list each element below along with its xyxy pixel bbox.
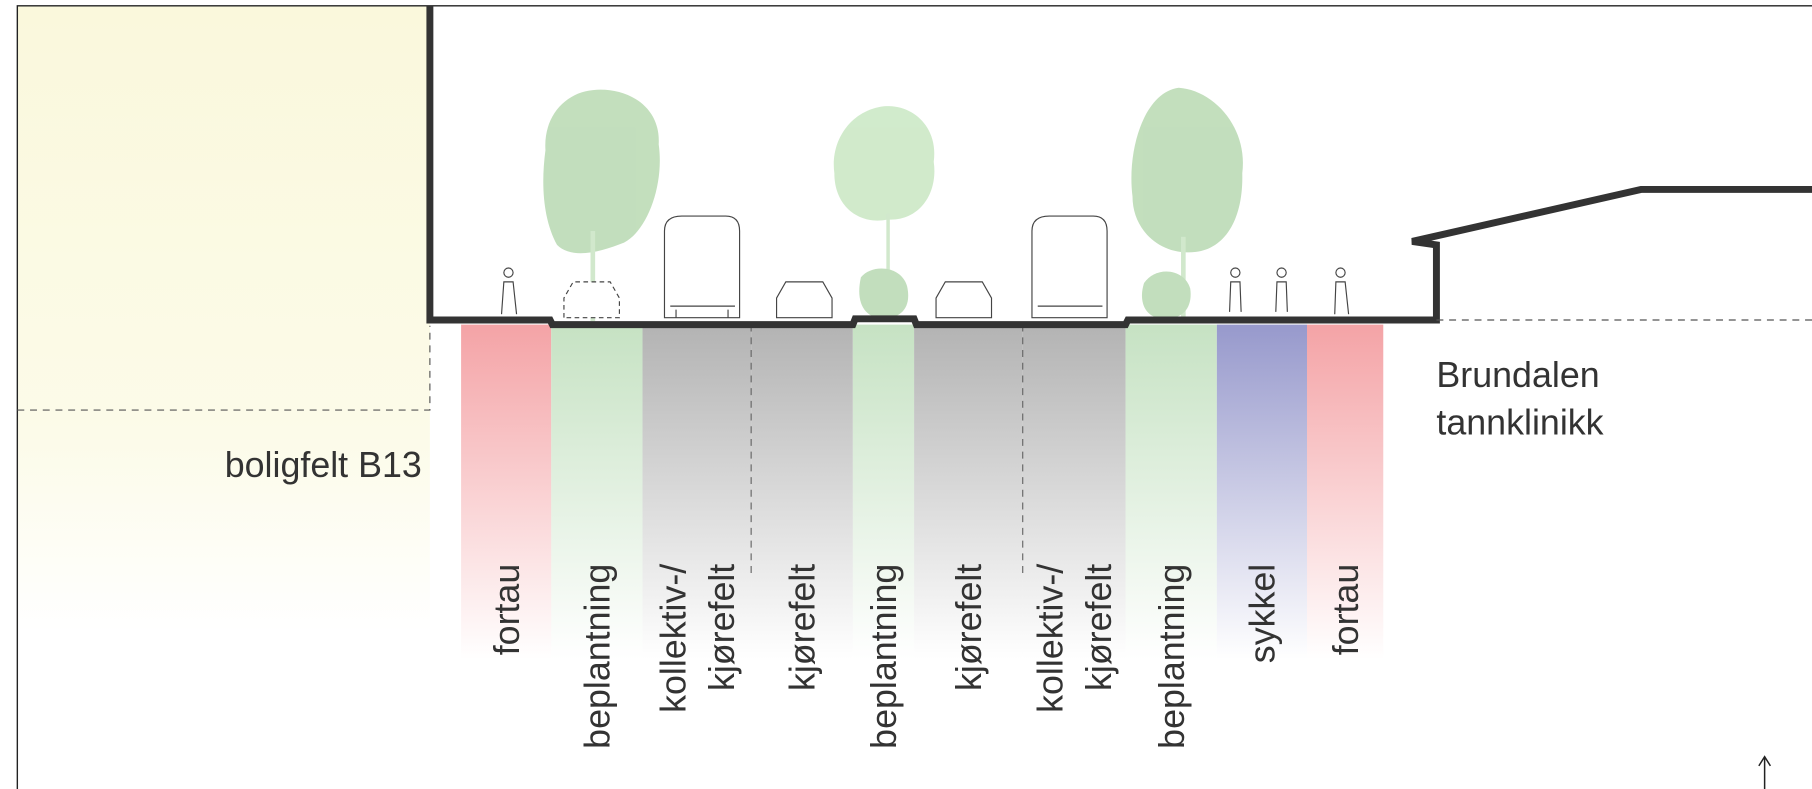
lane-label: kollektiv-/ xyxy=(653,564,693,713)
north-arrow xyxy=(1758,755,1772,789)
lane-label: kollektiv-/ xyxy=(1031,564,1071,713)
lane-label: fortau xyxy=(487,564,527,656)
vehicles xyxy=(563,215,1108,319)
lane xyxy=(461,324,552,660)
lane-label: fortau xyxy=(1326,564,1366,656)
section-outline xyxy=(426,5,1812,329)
lane xyxy=(642,324,752,660)
lane-label: kjørefelt xyxy=(783,564,823,691)
lane xyxy=(1306,324,1384,660)
lane-label: kjørefelt xyxy=(949,564,989,691)
lane-label: beplantning xyxy=(864,564,904,749)
lane xyxy=(751,324,853,660)
lane xyxy=(914,324,1023,660)
lane-label: kjørefelt xyxy=(1079,564,1119,691)
lane xyxy=(852,324,915,660)
trees xyxy=(543,87,1243,322)
lane-label: sykkel xyxy=(1243,564,1283,663)
area-label: Brundalen xyxy=(1436,355,1599,395)
lane xyxy=(1125,324,1217,660)
lane xyxy=(1022,324,1126,660)
lane xyxy=(551,324,643,660)
residential-area xyxy=(17,5,430,789)
plot-boundary xyxy=(17,325,431,411)
people xyxy=(500,267,1350,315)
lane-label: kjørefelt xyxy=(702,564,742,691)
lane-label: beplantning xyxy=(578,564,618,749)
area-label: boligfelt B13 xyxy=(225,445,422,485)
area-label: tannklinikk xyxy=(1436,402,1603,442)
frame xyxy=(16,5,1812,789)
lane xyxy=(1216,324,1307,660)
lane-label: beplantning xyxy=(1152,564,1192,749)
